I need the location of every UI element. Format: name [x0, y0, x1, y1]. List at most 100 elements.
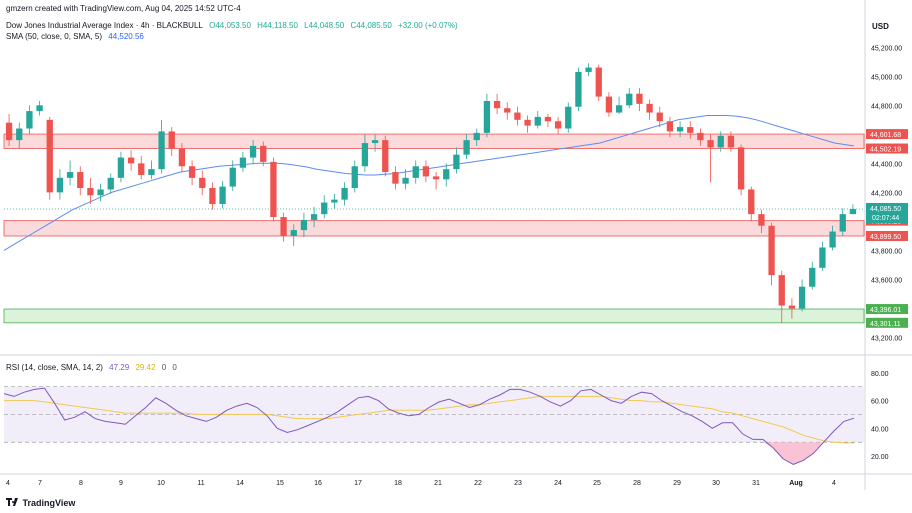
price-tag-bg-r1 [866, 129, 908, 140]
open-value: O44,053.50 [209, 21, 251, 30]
created-by-line: gmzern created with TradingView.com, Aug… [6, 4, 245, 13]
rsi-extra-2: 0 [172, 363, 177, 372]
price-tick-2: 44,800.00 [871, 103, 902, 110]
candle-body-13 [138, 163, 145, 175]
current-price-tag-bg [866, 202, 908, 223]
candle-body-77 [788, 305, 796, 309]
candle-body-45 [463, 140, 470, 155]
candle-body-78 [798, 286, 806, 309]
countdown-tag: 02:07:44 [872, 215, 899, 222]
candle-body-46 [473, 132, 480, 141]
date-label-8: 16 [314, 480, 322, 487]
candle-body-30 [310, 214, 318, 220]
rsi-legend[interactable]: RSI (14, close, SMA, 14, 2) 47.29 29.42 … [6, 363, 181, 372]
candle-body-66 [676, 127, 684, 132]
price-tag-z2: 43,899.50 [870, 234, 901, 241]
candle-body-83 [849, 209, 857, 215]
candle-body-58 [595, 67, 602, 97]
candle-body-36 [371, 140, 379, 144]
tv-logo-icon [6, 498, 18, 506]
price-axis: 45,200.00 45,000.00 44,800.00 44,400.00 44,2… [866, 45, 908, 461]
candle-body-55 [565, 106, 572, 129]
date-label-14: 24 [554, 480, 562, 487]
candle-body-19 [199, 177, 206, 189]
candle-body-81 [829, 231, 836, 248]
candle-body-54 [554, 121, 562, 129]
candle-body-76 [778, 275, 785, 306]
candle-body-63 [646, 103, 653, 113]
candle-body-50 [514, 112, 521, 120]
candle-body-24 [249, 145, 257, 158]
candle-body-8 [87, 188, 94, 196]
candle-body-52 [534, 116, 541, 126]
candle-body-38 [392, 172, 399, 184]
price-tag-bg-z2 [866, 230, 908, 241]
rsi-tick-1: 60.00 [871, 399, 889, 406]
candle-body-73 [748, 189, 755, 215]
candle-body-59 [605, 96, 613, 113]
candle-body-31 [321, 202, 328, 215]
symbol-title[interactable]: Dow Jones Industrial Average Index · 4h … [6, 21, 203, 30]
candle-body-40 [412, 166, 419, 178]
candle-body-20 [209, 188, 216, 204]
candle-body-82 [839, 214, 846, 232]
candle-body-49 [504, 108, 511, 113]
date-label-12: 22 [474, 480, 482, 487]
candle-body-7 [77, 172, 84, 189]
date-axis: 4 7 8 9 10 11 14 15 16 17 18 21 22 23 24 25 28 29 30 31 Aug 4 [6, 480, 836, 487]
candle-body-69 [707, 140, 714, 148]
candle-body-15 [158, 131, 165, 170]
candle-body-27 [280, 217, 287, 236]
date-label-1: 7 [38, 480, 42, 487]
price-tick-0: 45,200.00 [871, 45, 902, 52]
price-tick-6: 43,600.00 [871, 277, 902, 284]
rsi-tick-0: 80.00 [871, 371, 889, 378]
price-tick-7: 43,200.00 [871, 335, 902, 342]
candle-body-10 [107, 177, 114, 190]
candle-body-26 [270, 161, 277, 218]
date-label-18: 30 [712, 480, 720, 487]
rsi-label: RSI (14, close, SMA, 14, 2) [6, 363, 103, 372]
price-tick-1: 45,000.00 [871, 74, 902, 81]
candle-body-61 [626, 93, 633, 106]
price-tag-s1: 43,396.01 [870, 307, 901, 314]
sma-legend[interactable]: SMA (50, close, 0, SMA, 5) 44,520.56 [6, 32, 148, 41]
candle-body-3 [36, 105, 43, 112]
price-tag-r2: 44,502.19 [870, 147, 901, 154]
candle-body-47 [483, 100, 491, 133]
candle-body-17 [178, 148, 186, 167]
candle-body-16 [168, 131, 175, 149]
date-label-2: 8 [79, 480, 83, 487]
candle-body-80 [819, 247, 826, 268]
created-by-text: gmzern created with TradingView.com, Aug… [6, 4, 241, 13]
candle-body-67 [687, 127, 694, 133]
current-price-tag: 44,085.50 [870, 206, 901, 213]
price-tick-4: 44,200.00 [871, 190, 902, 197]
date-label-15: 25 [593, 480, 601, 487]
grid [0, 0, 912, 490]
candle-body-25 [260, 145, 267, 162]
candlesticks [5, 63, 857, 323]
rsi-panel [3, 386, 864, 465]
candle-body-62 [636, 93, 643, 104]
candle-body-28 [290, 230, 297, 236]
tradingview-logo: TradingView [6, 498, 75, 508]
candle-body-43 [443, 169, 450, 180]
candle-body-57 [585, 67, 592, 72]
candle-body-60 [615, 105, 623, 113]
date-label-4: 10 [157, 480, 165, 487]
zone-resistance-1 [3, 220, 865, 237]
date-label-17: 29 [673, 480, 681, 487]
date-label-10: 18 [394, 480, 402, 487]
candle-body-48 [493, 100, 501, 109]
date-label-20: Aug [789, 480, 803, 487]
close-value: C44,085.50 [350, 21, 392, 30]
date-label-5: 11 [197, 480, 204, 487]
candle-body-56 [575, 71, 582, 107]
price-tick-5: 43,800.00 [871, 248, 902, 255]
candle-body-37 [382, 140, 389, 173]
candle-body-32 [331, 199, 338, 203]
date-label-16: 28 [633, 480, 641, 487]
candle-body-6 [66, 172, 74, 178]
